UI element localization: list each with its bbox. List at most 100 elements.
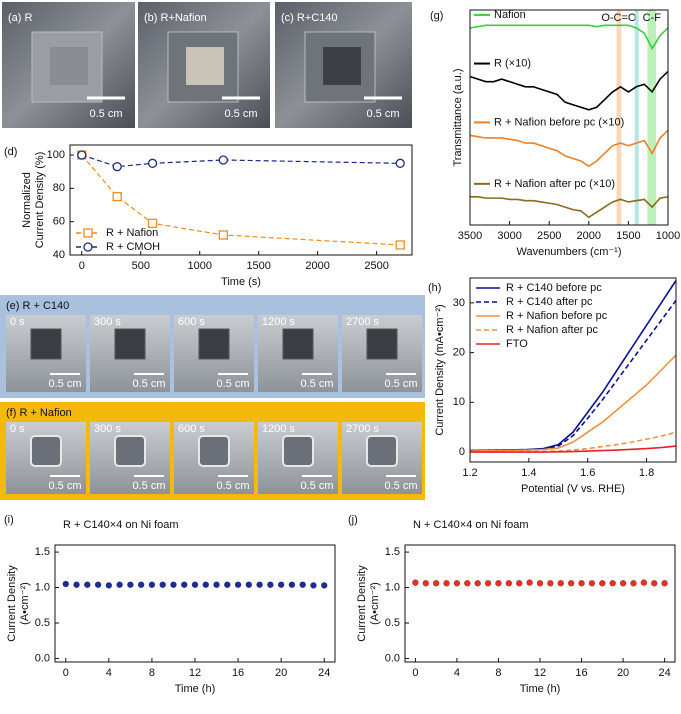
marker (277, 581, 285, 589)
x-tick-label: 20 (275, 667, 287, 679)
x-tick-label: 2000 (577, 230, 601, 242)
y-axis-label: Normalized (21, 172, 33, 228)
x-axis-label: Potential (V vs. RHE) (521, 483, 625, 495)
y-tick-label: 1.5 (385, 546, 400, 558)
annotation: N + C140×4 on Ni foam (413, 519, 529, 531)
x-tick-label: 16 (232, 667, 244, 679)
marker (148, 581, 156, 589)
plot-area (62, 580, 328, 589)
marker (557, 579, 565, 587)
sample-core (50, 47, 88, 85)
series-line (470, 445, 676, 453)
frame-time: 300 s (94, 423, 121, 435)
marker (640, 579, 648, 586)
marker (299, 581, 306, 589)
plot-area (412, 579, 668, 587)
legend-marker (83, 228, 93, 238)
marker (630, 579, 637, 587)
marker (267, 581, 274, 589)
marker (288, 581, 296, 589)
photo-label: (b) R+Nafion (144, 12, 207, 24)
axes-frame (54, 544, 336, 663)
marker (94, 581, 102, 589)
panel-label: (g) (430, 10, 443, 22)
x-tick-label: 1500 (246, 260, 270, 272)
sample (114, 435, 146, 467)
frame-time: 0 s (10, 316, 25, 328)
marker (484, 579, 492, 587)
marker (105, 582, 113, 589)
scale-label: 0.5 cm (132, 378, 165, 390)
scale-label: 0.5 cm (132, 480, 165, 492)
marker (147, 218, 158, 228)
sample (198, 435, 230, 467)
x-tick-label: 500 (132, 260, 150, 272)
panel-label: (h) (428, 282, 441, 294)
y-axis-label: Current Density (mA•cm⁻²) (434, 304, 446, 435)
marker (62, 580, 70, 588)
marker (619, 579, 627, 587)
x-tick-label: 2500 (364, 260, 388, 272)
legend-label: R + C140 after pc (506, 296, 593, 308)
marker (474, 579, 481, 587)
marker (245, 581, 253, 589)
marker (395, 158, 405, 168)
highlight-band (616, 10, 622, 225)
marker (320, 582, 328, 589)
x-tick-label: 1000 (656, 230, 680, 242)
y-tick-label: 80 (53, 182, 65, 194)
frame-time: 2700 s (346, 423, 380, 435)
series-line (81, 154, 401, 168)
plot-area (470, 280, 676, 453)
marker (588, 579, 596, 587)
x-tick-label: 1500 (616, 230, 640, 242)
x-tick-label: 1000 (187, 260, 211, 272)
y-axis-label: Current Density (%) (34, 152, 46, 249)
x-tick-label: 12 (534, 667, 546, 679)
marker (137, 581, 145, 589)
x-tick-label: 16 (575, 667, 587, 679)
marker (127, 581, 134, 589)
scale-label: 0.5 cm (384, 480, 417, 492)
marker (224, 581, 231, 589)
marker (170, 581, 177, 589)
series-line (470, 196, 668, 219)
legend-label: R + Nafion before pc (×10) (494, 116, 624, 128)
series-line (470, 24, 668, 51)
marker (218, 155, 228, 165)
marker (84, 581, 91, 589)
chart: (d) 0 500 1000 1500 2000 2500 40 60 80 100 Time (s)… (4, 144, 413, 288)
marker (202, 581, 210, 589)
x-tick-label: 0 (79, 260, 85, 272)
marker (599, 579, 606, 587)
axes-frame (469, 277, 677, 463)
y-tick-label: 40 (53, 249, 65, 261)
marker (505, 579, 513, 587)
x-tick-label: 8 (495, 667, 501, 679)
y-axis-label: (A•cm⁻²) (19, 582, 31, 625)
marker (453, 579, 461, 587)
x-tick-label: 1.6 (580, 467, 595, 479)
frame-time: 2700 s (346, 316, 380, 328)
frame-time: 600 s (178, 423, 205, 435)
marker (234, 581, 242, 589)
y-axis-label: (A•cm⁻²) (369, 582, 381, 625)
sample-core (186, 47, 224, 85)
scale-label: 0.5 cm (89, 108, 122, 120)
x-tick-label: 1.2 (462, 467, 477, 479)
chart: (g) O-C=O C-F 3500 3000 2500 2000 1500 1000 Waven… (430, 9, 680, 258)
x-tick-label: 12 (189, 667, 201, 679)
photo-label: (c) R+C140 (281, 12, 338, 24)
frame-time: 0 s (10, 423, 25, 435)
marker (547, 579, 554, 587)
x-tick-label: 4 (454, 667, 460, 679)
marker (464, 579, 471, 587)
axes-frame (69, 144, 413, 256)
chart: (j) 0 4 8 12 16 20 24 0.0 0.5 1.0 1.5 Time (h) Curren… (348, 514, 676, 695)
x-tick-label: 1.4 (521, 467, 536, 479)
highlight-band (634, 10, 639, 225)
sample (114, 328, 146, 360)
series-line (470, 129, 668, 168)
legend-label: R + Nafion (106, 227, 158, 239)
